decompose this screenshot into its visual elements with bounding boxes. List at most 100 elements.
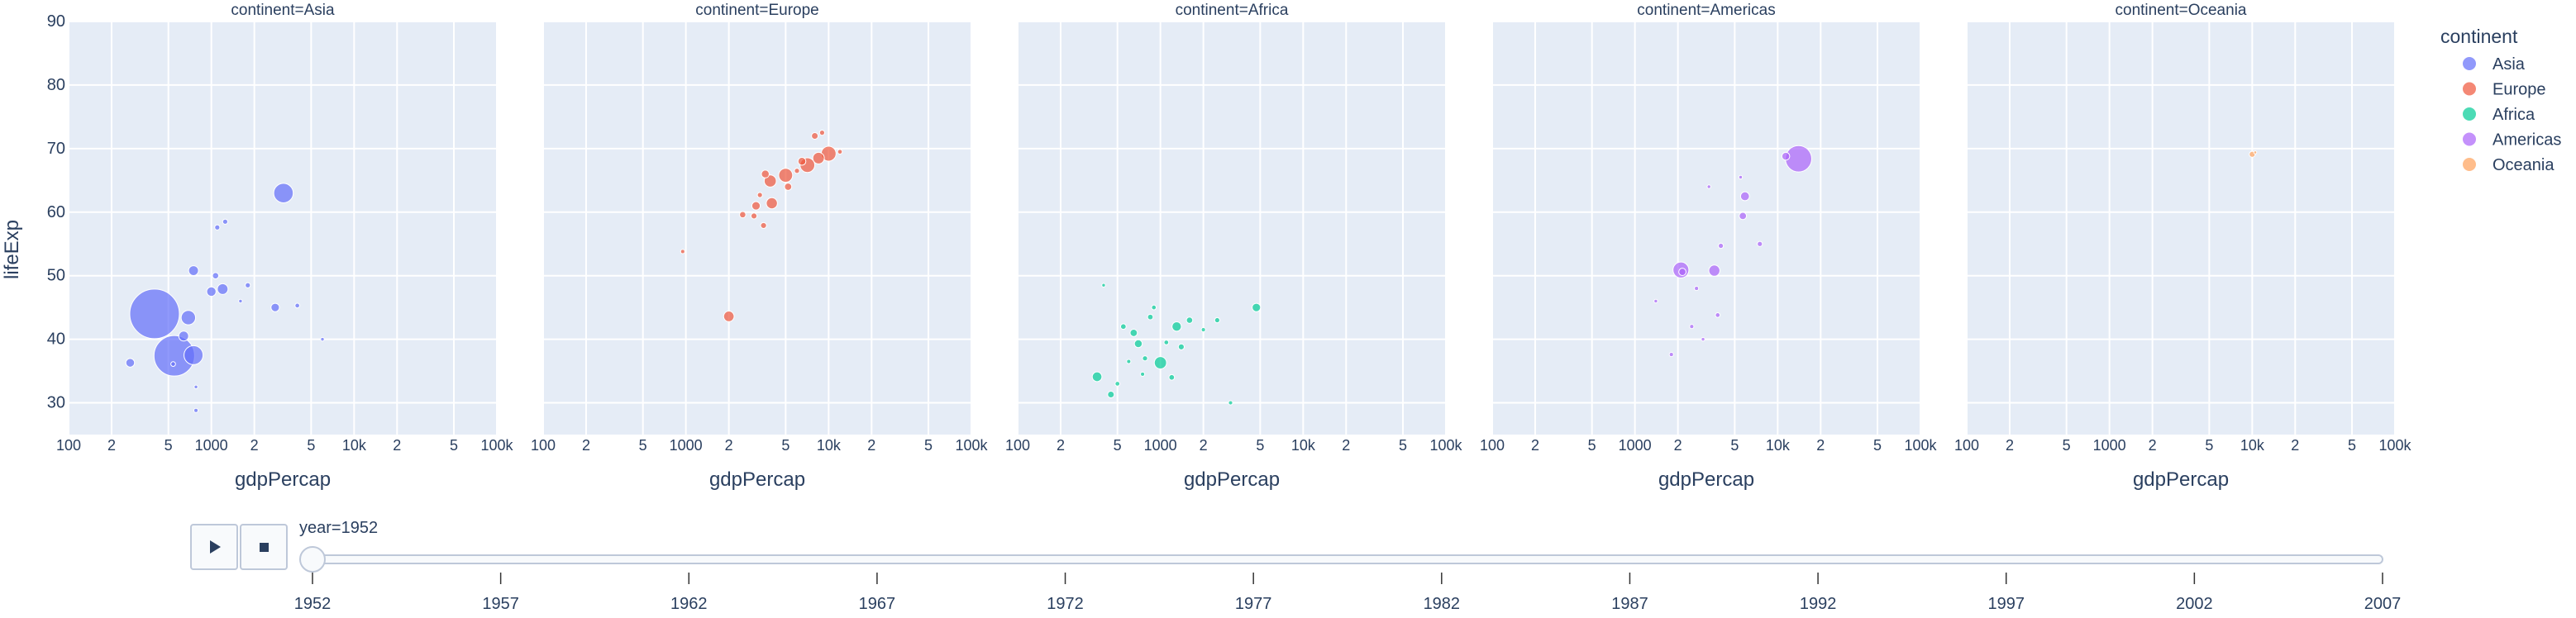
y-tick-label: 60 — [47, 203, 65, 221]
bubble-point — [763, 174, 777, 188]
x-tick-label: 2 — [2149, 437, 2157, 454]
plot-area — [1492, 21, 1920, 435]
x-tick-label: 100 — [1480, 437, 1505, 454]
bubble-point — [1694, 286, 1700, 292]
x-tick-label: 10k — [1291, 437, 1316, 454]
legend-marker-europe — [2463, 82, 2476, 96]
bubble-point — [1678, 268, 1686, 276]
facet-title: continent=Oceania — [2116, 2, 2247, 19]
x-tick-label: 5 — [307, 437, 315, 454]
x-tick-label: 100k — [480, 437, 513, 454]
bubble-point — [1781, 151, 1791, 161]
bubble-group — [680, 129, 843, 322]
y-axis-label: lifeExp — [1, 220, 23, 279]
x-tick-label: 100k — [2378, 437, 2411, 454]
plot-area — [1018, 21, 1446, 435]
bubble-point — [1708, 264, 1720, 277]
x-tick-label: 1000 — [195, 437, 228, 454]
play-icon — [210, 540, 221, 554]
x-tick-label: 5 — [1730, 437, 1739, 454]
bubble-point — [193, 407, 199, 413]
bubble-point — [1171, 321, 1182, 332]
bubble-point — [2253, 150, 2258, 154]
bubble-point — [1185, 316, 1194, 324]
bubble-point — [1114, 381, 1121, 387]
bubble-point — [751, 201, 761, 211]
bubble-point — [837, 149, 843, 155]
x-tick-label: 100k — [955, 437, 988, 454]
x-axis-label: gdpPercap — [1184, 468, 1280, 491]
slider-tick-label: 1952 — [294, 595, 332, 613]
bubble-point — [1153, 356, 1167, 369]
x-tick-label: 100 — [531, 437, 556, 454]
x-tick-label: 5 — [2205, 437, 2213, 454]
x-tick-label: 5 — [1399, 437, 1407, 454]
legend-marker-oceania — [2463, 158, 2476, 171]
x-tick-label: 2 — [867, 437, 875, 454]
x-tick-label: 2 — [1342, 437, 1350, 454]
bubble-point — [811, 131, 819, 140]
legend-marker-asia — [2463, 57, 2476, 70]
bubble-point — [1133, 339, 1143, 349]
bubble-point — [797, 156, 807, 166]
bubble-point — [723, 311, 735, 322]
slider-tick-label: 1972 — [1047, 595, 1084, 613]
bubble-group — [125, 183, 325, 413]
x-tick-label: 2 — [107, 437, 116, 454]
bubble-point — [1701, 336, 1705, 342]
y-tick-label: 30 — [47, 394, 65, 412]
x-tick-label: 100k — [1904, 437, 1937, 454]
bubble-point — [1689, 324, 1695, 330]
play-button[interactable] — [190, 524, 238, 570]
bubble-point — [778, 168, 794, 183]
bubble-point — [1126, 359, 1132, 364]
bubble-point — [188, 265, 199, 277]
year-slider[interactable]: year=1952 1952 1957 1962 1967 1972 1977 1982 19… — [294, 519, 2402, 613]
bubble-point — [1129, 329, 1138, 337]
bubble-point — [761, 169, 770, 178]
x-tick-label: 10k — [817, 437, 842, 454]
bubble-point — [129, 288, 180, 340]
bubble-point — [1715, 312, 1721, 318]
bubble-point — [1151, 304, 1157, 311]
x-tick-label: 2 — [2291, 437, 2299, 454]
y-tick-label: 80 — [47, 76, 65, 94]
slider-tick-label: 1992 — [1800, 595, 1837, 613]
x-tick-label: 1000 — [670, 437, 703, 454]
bubble-point — [1757, 240, 1763, 247]
x-tick-label: 10k — [1766, 437, 1791, 454]
legend-item-americas: Americas — [2493, 131, 2561, 150]
slider-tick-label: 1957 — [482, 595, 519, 613]
slider-rail[interactable] — [312, 554, 2383, 564]
bubble-point — [1653, 298, 1658, 304]
bubble-point — [273, 183, 294, 203]
bubble-point — [1668, 352, 1674, 358]
facet-title: continent=Africa — [1176, 2, 1289, 19]
bubble-point — [812, 151, 825, 164]
y-tick-label: 90 — [47, 12, 65, 31]
plot-area — [69, 21, 497, 435]
x-tick-label: 5 — [639, 437, 647, 454]
plot-area — [1967, 21, 2395, 435]
bubble-point — [1177, 343, 1185, 350]
bubble-point — [1147, 313, 1154, 321]
y-tick-label: 50 — [47, 267, 65, 285]
stop-button[interactable] — [240, 524, 288, 570]
bubble-point — [1706, 184, 1711, 189]
bubble-point — [750, 212, 758, 220]
facet-asia: 100 2 5 1000 2 5 10k 2 5 100k 30 40 50 60 70 80 90 contin… — [47, 2, 514, 491]
facet-americas: 100 2 5 1000 2 5 10k 2 5 100k continent=Americas gd… — [1480, 2, 1938, 491]
bubble-point — [214, 224, 221, 231]
bubble-point — [1101, 283, 1106, 288]
bubble-point — [1163, 340, 1170, 345]
facet-title: continent=Asia — [231, 2, 335, 19]
bubble-point — [1738, 174, 1744, 180]
bubble-point — [766, 197, 778, 210]
slider-current-label: year=1952 — [299, 519, 378, 537]
stop-icon — [259, 542, 269, 552]
bubble-point — [739, 211, 747, 219]
bubble-group — [1091, 283, 1262, 406]
slider-handle[interactable] — [299, 546, 326, 573]
slider-tick-label: 2002 — [2176, 595, 2213, 613]
